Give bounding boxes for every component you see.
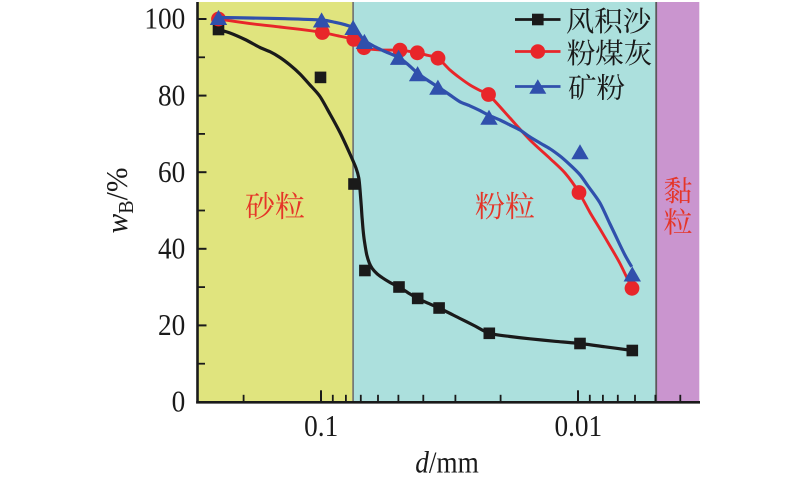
svg-text:60: 60 xyxy=(158,155,185,189)
svg-text:80: 80 xyxy=(158,79,185,113)
svg-text:0.1: 0.1 xyxy=(304,409,338,443)
svg-text:40: 40 xyxy=(158,232,185,266)
svg-text:0: 0 xyxy=(172,385,186,419)
svg-text:wB/%: wB/% xyxy=(99,168,138,234)
svg-text:0.01: 0.01 xyxy=(554,409,602,443)
svg-text:d/mm: d/mm xyxy=(415,446,479,479)
svg-text:100: 100 xyxy=(144,2,185,36)
svg-text:20: 20 xyxy=(158,309,185,343)
